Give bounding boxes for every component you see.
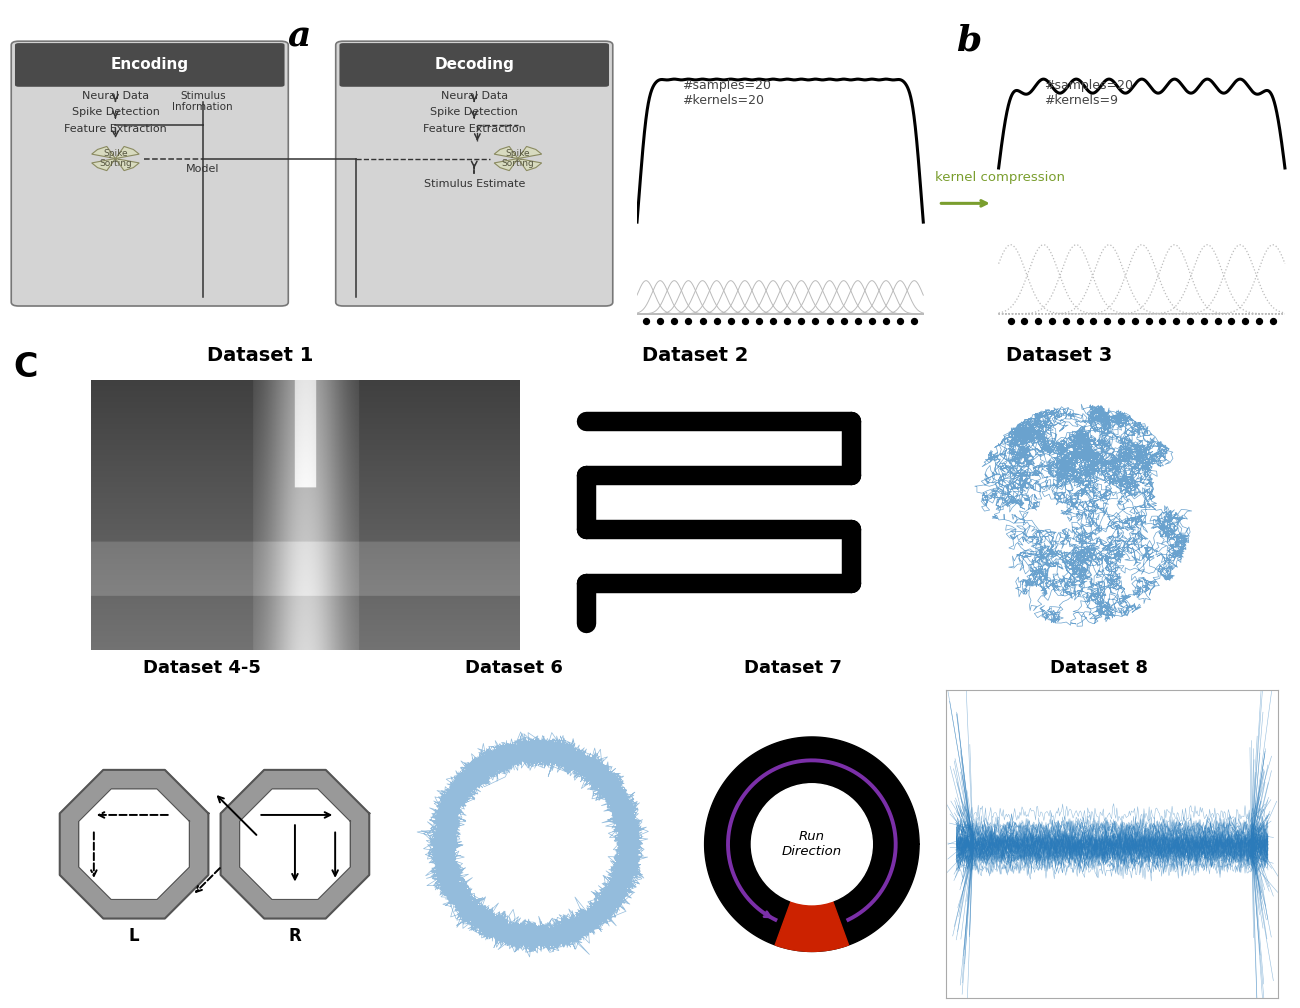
Point: [1262, 312, 1283, 329]
Polygon shape: [705, 737, 919, 952]
Point: [903, 312, 924, 329]
Point: [862, 312, 883, 329]
Point: [664, 312, 685, 329]
Text: Dataset 3: Dataset 3: [1006, 347, 1113, 365]
Text: Dataset 1: Dataset 1: [207, 347, 313, 365]
Point: [833, 312, 854, 329]
Polygon shape: [517, 158, 542, 170]
Point: [636, 312, 656, 329]
Text: #samples=20
#kernels=20: #samples=20 #kernels=20: [682, 79, 771, 107]
Text: Dataset 8: Dataset 8: [1049, 659, 1148, 677]
Text: kernel compression: kernel compression: [936, 171, 1065, 184]
Point: [692, 312, 712, 329]
Text: b: b: [956, 24, 982, 57]
Text: Dataset 7: Dataset 7: [744, 659, 842, 677]
Point: [1249, 312, 1270, 329]
Text: L: L: [129, 926, 139, 944]
Polygon shape: [60, 770, 208, 918]
FancyBboxPatch shape: [335, 41, 612, 306]
Polygon shape: [239, 789, 350, 899]
Point: [1124, 312, 1145, 329]
Text: Feature Extraction: Feature Extraction: [64, 124, 166, 134]
Point: [1193, 312, 1214, 329]
Point: [819, 312, 840, 329]
Point: [777, 312, 798, 329]
Text: C: C: [13, 352, 38, 384]
FancyBboxPatch shape: [16, 43, 285, 87]
Text: Encoding: Encoding: [111, 57, 188, 73]
Point: [1070, 312, 1091, 329]
Point: [1221, 312, 1241, 329]
Text: Spike Detection: Spike Detection: [72, 107, 160, 117]
Text: Spike Detection: Spike Detection: [430, 107, 519, 117]
Point: [1235, 312, 1256, 329]
Point: [848, 312, 868, 329]
Text: a: a: [287, 19, 311, 53]
Text: Model: Model: [186, 164, 220, 174]
Point: [650, 312, 671, 329]
Point: [720, 312, 741, 329]
FancyBboxPatch shape: [339, 43, 608, 87]
Text: #samples=20
#kernels=9: #samples=20 #kernels=9: [1044, 79, 1132, 107]
Point: [1179, 312, 1200, 329]
Point: [1000, 312, 1021, 329]
Point: [1041, 312, 1062, 329]
Wedge shape: [775, 901, 849, 952]
Text: Spike
Sorting: Spike Sorting: [502, 149, 534, 168]
Polygon shape: [494, 158, 517, 170]
Text: Stimulus
Information: Stimulus Information: [173, 91, 233, 112]
Polygon shape: [116, 146, 139, 158]
Point: [889, 312, 910, 329]
Polygon shape: [517, 146, 542, 158]
Polygon shape: [221, 770, 369, 918]
Polygon shape: [116, 158, 139, 170]
Point: [1110, 312, 1131, 329]
Text: Dataset 6: Dataset 6: [464, 659, 563, 677]
Point: [1014, 312, 1035, 329]
Point: [1083, 312, 1104, 329]
Point: [734, 312, 755, 329]
Text: Spike
Sorting: Spike Sorting: [99, 149, 131, 168]
Point: [1152, 312, 1173, 329]
Text: Neural Data: Neural Data: [82, 91, 150, 101]
Text: Run
Direction: Run Direction: [781, 831, 842, 858]
Polygon shape: [92, 158, 116, 170]
Point: [1097, 312, 1118, 329]
Text: Stimulus Estimate: Stimulus Estimate: [424, 179, 525, 190]
Point: [749, 312, 770, 329]
Point: [706, 312, 727, 329]
Text: Decoding: Decoding: [434, 57, 515, 73]
Point: [1166, 312, 1187, 329]
Polygon shape: [494, 146, 517, 158]
FancyBboxPatch shape: [12, 41, 289, 306]
Point: [1139, 312, 1160, 329]
Point: [790, 312, 811, 329]
Text: Dataset 2: Dataset 2: [642, 347, 749, 365]
Polygon shape: [92, 146, 116, 158]
Point: [1208, 312, 1228, 329]
Polygon shape: [79, 789, 190, 899]
Point: [805, 312, 826, 329]
Text: R: R: [289, 926, 302, 944]
Text: Dataset 4-5: Dataset 4-5: [143, 659, 260, 677]
Circle shape: [751, 784, 872, 904]
Point: [763, 312, 784, 329]
Text: Feature Extraction: Feature Extraction: [422, 124, 525, 134]
Point: [679, 312, 699, 329]
Point: [1056, 312, 1076, 329]
Point: [876, 312, 897, 329]
Text: Neural Data: Neural Data: [441, 91, 508, 101]
Point: [1028, 312, 1049, 329]
